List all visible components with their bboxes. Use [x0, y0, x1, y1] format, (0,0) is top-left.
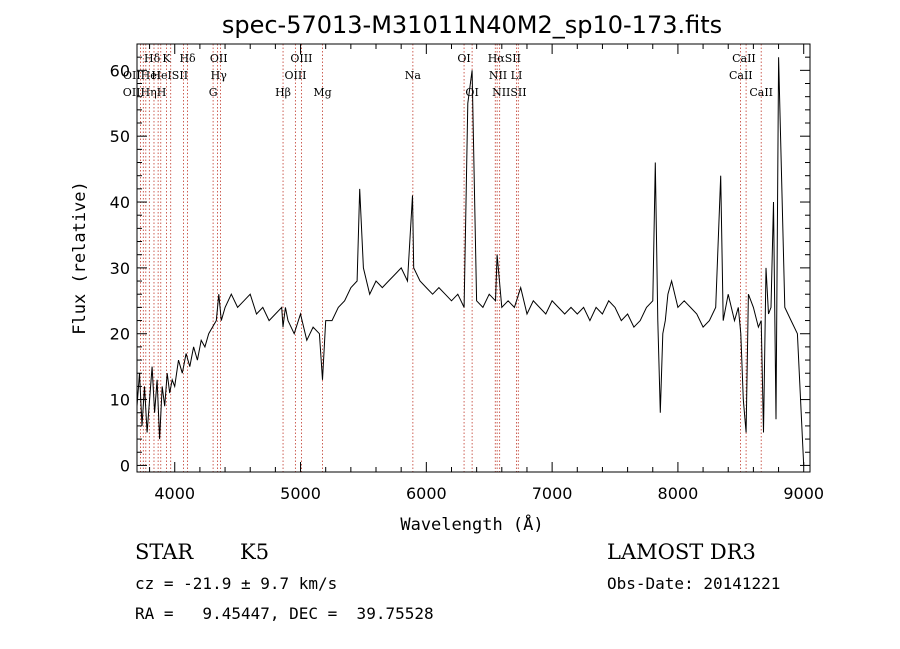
y-tick-label: 40: [110, 193, 130, 212]
line-label: Hβ: [275, 86, 291, 99]
y-tick-label: 60: [110, 61, 130, 80]
line-label: Hδ: [144, 52, 161, 65]
line-label: Hγ: [211, 69, 228, 82]
x-axis-label: Wavelength (Å): [400, 513, 543, 535]
x-tick-label: 9000: [783, 484, 824, 503]
redshift-velocity: cz = -21.9 ± 9.7 km/s: [135, 574, 338, 593]
y-tick-label: 0: [120, 456, 130, 475]
line-label: OIII: [290, 52, 312, 65]
x-tick-label: 4000: [154, 484, 195, 503]
emission-line-markers: [139, 44, 762, 472]
line-label: NII LI: [489, 69, 522, 82]
x-tick-label: 5000: [280, 484, 321, 503]
line-label: K: [162, 52, 171, 65]
line-label: OIIHeI: [123, 69, 161, 82]
line-label: HeISII: [151, 69, 188, 82]
sky-coordinates: RA = 9.45447, DEC = 39.75528: [135, 604, 434, 623]
y-tick-label: 30: [110, 259, 130, 278]
chart-title: spec-57013-M31011N40M2_sp10-173.fits: [222, 11, 722, 39]
survey-name: LAMOST DR3: [607, 540, 756, 564]
line-label: Hδ: [179, 52, 196, 65]
x-axis-ticks: 4000 5000 6000 7000 8000 9000: [149, 44, 824, 503]
line-label: Mg: [313, 86, 331, 99]
line-label: CaII: [729, 69, 753, 82]
spectrum-line: [136, 57, 805, 466]
x-tick-label: 8000: [658, 484, 699, 503]
line-label: Na: [405, 69, 422, 82]
line-label: OII: [210, 52, 228, 65]
line-label: OIIHηH: [123, 86, 166, 99]
x-tick-label: 7000: [532, 484, 573, 503]
plot-frame: [136, 43, 811, 473]
line-label: NIISII: [492, 86, 527, 99]
object-class: STAR: [135, 540, 194, 564]
line-label: OI: [457, 52, 470, 65]
y-axis-ticks: 0 10 20 30 40 50 60: [110, 56, 810, 475]
x-tick-label: 6000: [406, 484, 447, 503]
line-label: CaII: [732, 52, 756, 65]
line-label: CaII: [749, 86, 773, 99]
y-tick-label: 10: [110, 391, 130, 410]
line-label: HαSII: [488, 52, 521, 65]
line-label: G: [209, 86, 218, 99]
line-label: OIII: [284, 69, 306, 82]
y-axis-label: Flux (relative): [70, 181, 90, 335]
y-tick-label: 50: [110, 127, 130, 146]
spectral-subclass: K5: [240, 540, 270, 564]
observation-date: Obs-Date: 20141221: [607, 574, 781, 593]
y-tick-label: 20: [110, 325, 130, 344]
